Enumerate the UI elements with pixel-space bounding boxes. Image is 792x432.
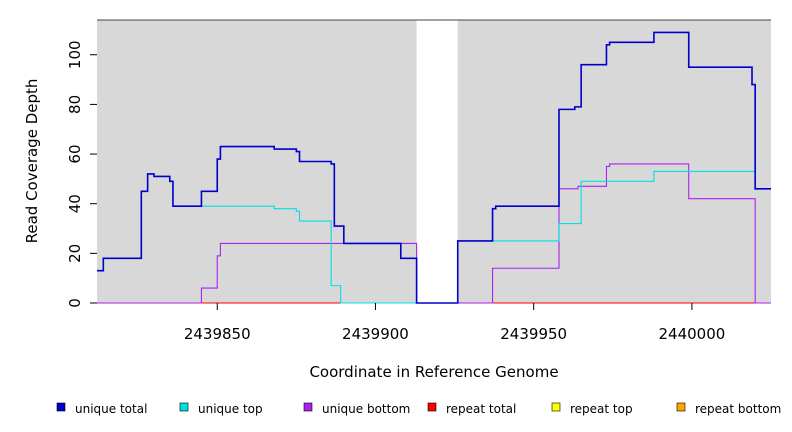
legend-swatch bbox=[179, 402, 189, 412]
legend-swatch bbox=[427, 402, 437, 412]
legend: unique total unique top unique bottom repea… bbox=[56, 402, 781, 416]
series-lines bbox=[97, 31, 771, 304]
legend-label: repeat top bbox=[570, 402, 633, 416]
x-tick-label-2439950: 2439950 bbox=[500, 325, 567, 343]
shaded-region-2 bbox=[457, 20, 771, 303]
series-line-unique-total bbox=[97, 31, 771, 304]
axes: 0 20 40 60 80 100 2439850 2439900 2439950 2440000 bbox=[66, 40, 725, 343]
legend-item-repeat-bottom: repeat bottom bbox=[676, 402, 781, 416]
legend-swatch bbox=[676, 402, 686, 412]
y-tick-label-100: 100 bbox=[66, 40, 84, 69]
y-tick-label-20: 20 bbox=[66, 244, 84, 263]
legend-item-repeat-total: repeat total bbox=[427, 402, 516, 416]
y-tick-label-80: 80 bbox=[66, 95, 84, 114]
legend-label: unique top bbox=[198, 402, 263, 416]
legend-item-unique-top: unique top bbox=[179, 402, 263, 416]
shaded-regions bbox=[97, 19, 771, 303]
legend-label: unique bottom bbox=[322, 402, 410, 416]
legend-label: unique total bbox=[75, 402, 147, 416]
legend-label: repeat total bbox=[446, 402, 516, 416]
series-line-unique-bottom bbox=[97, 163, 771, 304]
x-tick-label-2439900: 2439900 bbox=[342, 325, 409, 343]
legend-swatch bbox=[551, 402, 561, 412]
legend-swatch bbox=[303, 402, 313, 412]
legend-item-unique-bottom: unique bottom bbox=[303, 402, 410, 416]
y-tick-label-40: 40 bbox=[66, 194, 84, 213]
y-axis-title: Read Coverage Depth bbox=[23, 79, 41, 244]
legend-swatch bbox=[56, 402, 66, 412]
shaded-region-1 bbox=[97, 20, 417, 303]
legend-label: repeat bottom bbox=[695, 402, 781, 416]
legend-item-repeat-top: repeat top bbox=[551, 402, 633, 416]
x-axis-title: Coordinate in Reference Genome bbox=[309, 363, 558, 381]
legend-item-unique-total: unique total bbox=[56, 402, 147, 416]
y-tick-label-0: 0 bbox=[66, 298, 84, 308]
x-tick-label-2440000: 2440000 bbox=[658, 325, 725, 343]
x-tick-label-2439850: 2439850 bbox=[184, 325, 251, 343]
y-tick-label-60: 60 bbox=[66, 145, 84, 164]
